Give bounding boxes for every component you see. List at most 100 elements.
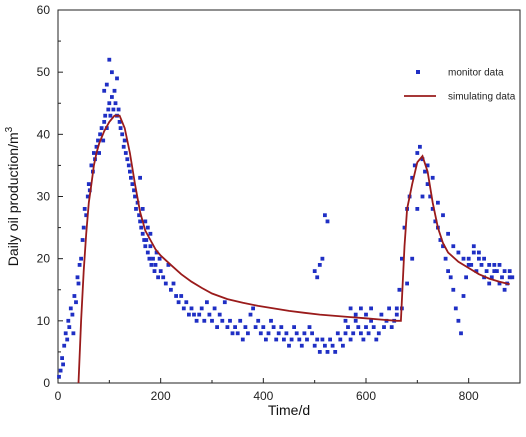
- data-point: [433, 219, 438, 224]
- data-point: [282, 337, 286, 342]
- data-point: [102, 120, 107, 124]
- data-point: [133, 194, 137, 199]
- data-point: [181, 306, 186, 311]
- data-point: [225, 325, 230, 329]
- data-point: [112, 88, 117, 93]
- data-point: [222, 300, 227, 305]
- data-point: [299, 343, 304, 348]
- data-point: [469, 263, 474, 267]
- data-point: [487, 281, 492, 286]
- data-point: [163, 281, 168, 286]
- data-point: [402, 225, 407, 230]
- data-point: [212, 306, 217, 311]
- data-point: [425, 182, 430, 186]
- data-point: [359, 331, 363, 336]
- data-point: [423, 169, 427, 174]
- data-point: [171, 281, 176, 286]
- data-point: [207, 312, 212, 317]
- data-point: [489, 275, 494, 280]
- data-point: [199, 306, 204, 311]
- data-point: [97, 151, 101, 155]
- data-point: [464, 275, 468, 280]
- data-point: [369, 318, 373, 323]
- x-tick-label: 800: [459, 389, 479, 403]
- data-point: [323, 213, 327, 218]
- data-point: [243, 325, 248, 329]
- data-point: [323, 343, 327, 348]
- data-point: [81, 225, 86, 230]
- data-point: [151, 256, 155, 261]
- data-point: [371, 325, 376, 329]
- data-point: [104, 82, 109, 87]
- data-point: [279, 325, 284, 329]
- x-tick-label: 600: [356, 389, 376, 403]
- data-point: [176, 300, 181, 305]
- data-point: [142, 238, 147, 242]
- data-point: [233, 325, 237, 329]
- data-point: [487, 263, 492, 267]
- data-point: [102, 88, 107, 93]
- data-point: [415, 151, 420, 155]
- data-point: [235, 331, 240, 336]
- data-point: [256, 318, 261, 323]
- data-point: [228, 318, 232, 323]
- data-point: [61, 362, 65, 367]
- data-point: [103, 113, 108, 118]
- data-point: [246, 331, 250, 336]
- data-point: [86, 182, 91, 186]
- data-point: [451, 244, 456, 249]
- data-point: [477, 250, 481, 255]
- data-point: [82, 207, 87, 211]
- data-point: [140, 207, 145, 211]
- data-point: [120, 132, 125, 137]
- data-point: [497, 263, 502, 267]
- data-point: [477, 256, 481, 261]
- data-point: [123, 151, 128, 155]
- data-point: [98, 132, 102, 137]
- data-point: [482, 256, 486, 261]
- data-point: [453, 306, 458, 311]
- data-point: [438, 238, 443, 242]
- data-point: [157, 256, 162, 261]
- data-point: [230, 331, 235, 336]
- data-point: [284, 331, 289, 336]
- data-point: [359, 306, 363, 311]
- data-point: [353, 312, 358, 317]
- data-point: [74, 300, 78, 305]
- data-point: [77, 263, 82, 267]
- data-point: [94, 144, 99, 149]
- data-point: [126, 163, 131, 168]
- x-tick-label: 200: [151, 389, 171, 403]
- data-point: [128, 169, 132, 174]
- data-point: [75, 275, 80, 280]
- data-point: [325, 350, 330, 354]
- data-point: [461, 256, 466, 261]
- y-tick-label: 40: [37, 127, 51, 141]
- data-point: [67, 325, 72, 329]
- data-point: [107, 57, 112, 62]
- data-point: [134, 207, 138, 211]
- data-point: [400, 256, 404, 261]
- legend-marker-monitor-data: [416, 70, 420, 74]
- data-point: [310, 331, 314, 336]
- data-point: [57, 374, 61, 379]
- data-point: [143, 244, 148, 249]
- data-point: [451, 287, 456, 292]
- data-point: [420, 157, 425, 162]
- data-point: [145, 225, 150, 230]
- data-point: [446, 231, 450, 236]
- data-point: [333, 350, 338, 354]
- data-point: [137, 213, 141, 218]
- data-point: [174, 294, 178, 298]
- data-point: [351, 331, 356, 336]
- data-point: [382, 325, 386, 329]
- data-point: [312, 343, 317, 348]
- data-point: [289, 337, 294, 342]
- data-point: [412, 163, 417, 168]
- data-point: [436, 200, 440, 205]
- plot-frame: [57, 9, 521, 384]
- data-point: [121, 144, 126, 149]
- data-point: [297, 337, 302, 342]
- data-point: [497, 281, 502, 286]
- data-point: [443, 256, 448, 261]
